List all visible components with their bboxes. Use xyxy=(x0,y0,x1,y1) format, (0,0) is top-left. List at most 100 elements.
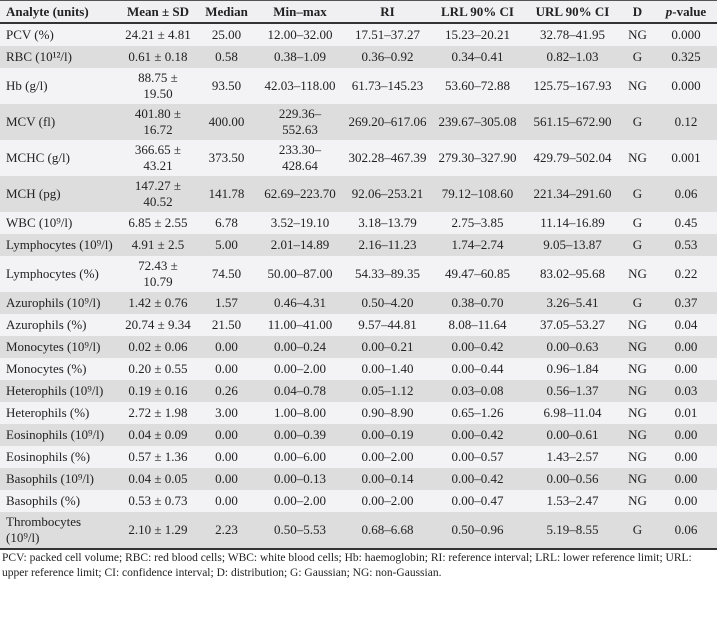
cell-url-ci: 125.75–167.93 xyxy=(525,68,620,104)
cell-mean-sd: 0.02 ± 0.06 xyxy=(118,336,198,358)
cell-p-value: 0.00 xyxy=(655,358,717,380)
cell-median: 74.50 xyxy=(198,256,255,292)
cell-ri: 92.06–253.21 xyxy=(345,176,430,212)
cell-distribution: NG xyxy=(620,336,655,358)
cell-lrl-ci: 279.30–327.90 xyxy=(430,140,525,176)
cell-median: 373.50 xyxy=(198,140,255,176)
cell-ri: 0.00–0.14 xyxy=(345,468,430,490)
cell-mean-sd: 2.72 ± 1.98 xyxy=(118,402,198,424)
cell-median: 5.00 xyxy=(198,234,255,256)
table-row: RBC (10¹²/l) 0.61 ± 0.18 0.58 0.38–1.09 0.36… xyxy=(0,46,717,68)
cell-analyte: Basophils (%) xyxy=(0,490,118,512)
cell-p-value: 0.06 xyxy=(655,512,717,548)
table-footnote: PCV: packed cell volume; RBC: red blood … xyxy=(0,548,717,582)
header-row: Analyte (units) Mean ± SD Median Min–max… xyxy=(0,0,717,24)
table-row: Heterophils (10⁹/l) 0.19 ± 0.16 0.26 0.04–0… xyxy=(0,380,717,402)
cell-ri: 269.20–617.06 xyxy=(345,104,430,140)
cell-p-value: 0.37 xyxy=(655,292,717,314)
cell-mean-sd: 0.04 ± 0.09 xyxy=(118,424,198,446)
cell-p-value: 0.00 xyxy=(655,468,717,490)
header-p-italic: p xyxy=(665,3,673,19)
cell-min-max: 11.00–41.00 xyxy=(255,314,345,336)
cell-url-ci: 1.53–2.47 xyxy=(525,490,620,512)
cell-median: 0.58 xyxy=(198,46,255,68)
cell-p-value: 0.00 xyxy=(655,490,717,512)
cell-mean-sd: 24.21 ± 4.81 xyxy=(118,23,198,46)
cell-lrl-ci: 0.00–0.44 xyxy=(430,358,525,380)
cell-analyte: Heterophils (%) xyxy=(0,402,118,424)
cell-analyte: Monocytes (10⁹/l) xyxy=(0,336,118,358)
cell-url-ci: 9.05–13.87 xyxy=(525,234,620,256)
cell-min-max: 0.46–4.31 xyxy=(255,292,345,314)
cell-mean-sd: 366.65 ± 43.21 xyxy=(118,140,198,176)
cell-p-value: 0.000 xyxy=(655,23,717,46)
cell-ri: 2.16–11.23 xyxy=(345,234,430,256)
cell-url-ci: 0.00–0.63 xyxy=(525,336,620,358)
cell-url-ci: 83.02–95.68 xyxy=(525,256,620,292)
cell-mean-sd: 88.75 ± 19.50 xyxy=(118,68,198,104)
cell-url-ci: 561.15–672.90 xyxy=(525,104,620,140)
cell-lrl-ci: 0.00–0.42 xyxy=(430,424,525,446)
cell-median: 0.00 xyxy=(198,358,255,380)
cell-min-max: 0.04–0.78 xyxy=(255,380,345,402)
table-row: WBC (10⁹/l) 6.85 ± 2.55 6.78 3.52–19.10 3.18… xyxy=(0,212,717,234)
cell-lrl-ci: 0.65–1.26 xyxy=(430,402,525,424)
cell-analyte: Azurophils (%) xyxy=(0,314,118,336)
table-row: Eosinophils (10⁹/l) 0.04 ± 0.09 0.00 0.00–0… xyxy=(0,424,717,446)
table-row: MCV (fl) 401.80 ± 16.72 400.00 229.36–552.6… xyxy=(0,104,717,140)
cell-lrl-ci: 0.00–0.57 xyxy=(430,446,525,468)
cell-url-ci: 5.19–8.55 xyxy=(525,512,620,548)
table-row: Eosinophils (%) 0.57 ± 1.36 0.00 0.00–6.00 0… xyxy=(0,446,717,468)
reference-interval-table: Analyte (units) Mean ± SD Median Min–max… xyxy=(0,0,717,548)
cell-min-max: 0.00–0.13 xyxy=(255,468,345,490)
cell-lrl-ci: 0.00–0.47 xyxy=(430,490,525,512)
cell-distribution: NG xyxy=(620,380,655,402)
cell-min-max: 1.00–8.00 xyxy=(255,402,345,424)
cell-ri: 0.00–0.19 xyxy=(345,424,430,446)
table-row: Lymphocytes (10⁹/l) 4.91 ± 2.5 5.00 2.01–14… xyxy=(0,234,717,256)
cell-url-ci: 0.82–1.03 xyxy=(525,46,620,68)
cell-mean-sd: 72.43 ± 10.79 xyxy=(118,256,198,292)
table-row: Monocytes (%) 0.20 ± 0.55 0.00 0.00–2.00 0.0… xyxy=(0,358,717,380)
header-value-suffix: -value xyxy=(672,3,707,19)
table-row: Basophils (%) 0.53 ± 0.73 0.00 0.00–2.00 0.0… xyxy=(0,490,717,512)
cell-ri: 0.00–1.40 xyxy=(345,358,430,380)
cell-mean-sd: 401.80 ± 16.72 xyxy=(118,104,198,140)
table-row: MCH (pg) 147.27 ± 40.52 141.78 62.69–223.70… xyxy=(0,176,717,212)
table-row: Monocytes (10⁹/l) 0.02 ± 0.06 0.00 0.00–0.2… xyxy=(0,336,717,358)
cell-p-value: 0.45 xyxy=(655,212,717,234)
cell-url-ci: 0.56–1.37 xyxy=(525,380,620,402)
cell-distribution: NG xyxy=(620,256,655,292)
cell-ri: 0.00–2.00 xyxy=(345,446,430,468)
cell-p-value: 0.00 xyxy=(655,336,717,358)
cell-distribution: G xyxy=(620,212,655,234)
header-lrl-ci: LRL 90% CI xyxy=(430,0,525,24)
cell-distribution: G xyxy=(620,46,655,68)
cell-mean-sd: 0.57 ± 1.36 xyxy=(118,446,198,468)
cell-median: 2.23 xyxy=(198,512,255,548)
cell-lrl-ci: 0.50–0.96 xyxy=(430,512,525,548)
cell-mean-sd: 0.20 ± 0.55 xyxy=(118,358,198,380)
cell-distribution: NG xyxy=(620,140,655,176)
cell-distribution: NG xyxy=(620,23,655,46)
cell-lrl-ci: 0.34–0.41 xyxy=(430,46,525,68)
cell-lrl-ci: 0.38–0.70 xyxy=(430,292,525,314)
cell-p-value: 0.03 xyxy=(655,380,717,402)
cell-url-ci: 221.34–291.60 xyxy=(525,176,620,212)
cell-mean-sd: 0.04 ± 0.05 xyxy=(118,468,198,490)
cell-ri: 0.50–4.20 xyxy=(345,292,430,314)
cell-ri: 9.57–44.81 xyxy=(345,314,430,336)
cell-min-max: 42.03–118.00 xyxy=(255,68,345,104)
cell-ri: 3.18–13.79 xyxy=(345,212,430,234)
cell-min-max: 0.00–0.24 xyxy=(255,336,345,358)
table-row: Azurophils (10⁹/l) 1.42 ± 0.76 1.57 0.46–4.… xyxy=(0,292,717,314)
cell-median: 0.26 xyxy=(198,380,255,402)
cell-lrl-ci: 53.60–72.88 xyxy=(430,68,525,104)
cell-distribution: NG xyxy=(620,424,655,446)
cell-median: 0.00 xyxy=(198,490,255,512)
cell-min-max: 0.00–0.39 xyxy=(255,424,345,446)
cell-median: 0.00 xyxy=(198,468,255,490)
cell-median: 6.78 xyxy=(198,212,255,234)
cell-url-ci: 6.98–11.04 xyxy=(525,402,620,424)
header-analyte: Analyte (units) xyxy=(0,0,118,24)
